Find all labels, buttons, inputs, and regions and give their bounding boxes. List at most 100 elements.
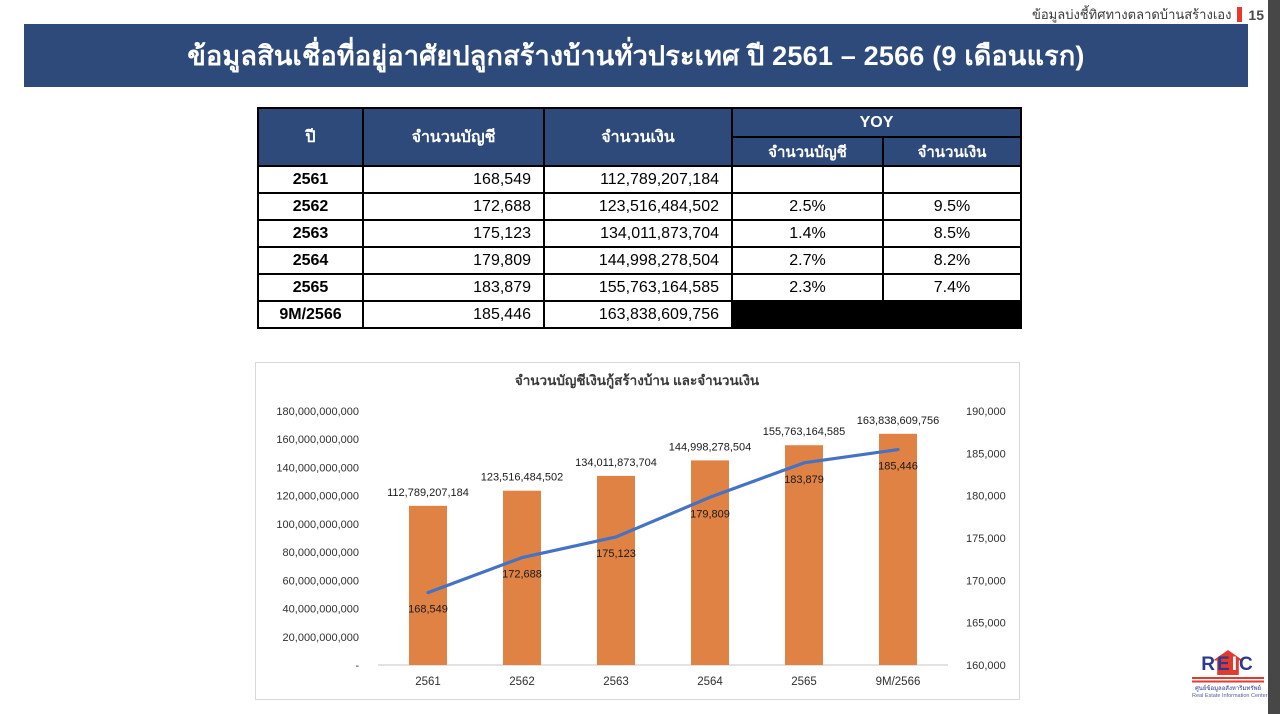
right-axis-tick: 185,000 [966,448,1006,460]
bar-label: 134,011,873,704 [575,457,657,469]
table-cell [881,165,1023,194]
table-cell: 2562 [257,192,364,221]
table-cell: 2563 [257,219,364,248]
table-cell [731,165,884,194]
table-row: 2564 179,809 144,998,278,504 2.7% 8.2% [257,246,1023,275]
col-header-yoy-amount: จำนวนเงิน [881,136,1023,167]
right-axis-tick: 190,000 [966,406,1006,418]
table-body: 2561 168,549 112,789,207,184 2562 172,688 123… [257,165,1023,329]
x-axis-category: 2565 [791,676,817,688]
table-cell: 185,446 [362,300,545,329]
left-axis-tick: 180,000,000,000 [276,406,359,418]
left-axis-tick: 140,000,000,000 [276,462,359,474]
left-axis-tick: 80,000,000,000 [283,547,359,559]
right-axis-tick: 175,000 [966,533,1006,545]
right-axis-tick: 180,000 [966,491,1006,503]
left-axis-tick: 100,000,000,000 [276,519,359,531]
right-axis-tick: 160,000 [966,660,1006,672]
col-header-year: ปี [257,107,364,167]
table-cell: 2564 [257,246,364,275]
title-banner: ข้อมูลสินเชื่อที่อยู่อาศัยปลูกสร้างบ้านท… [24,24,1248,87]
left-axis-tick: 60,000,000,000 [283,575,359,587]
table-cell: 9M/2566 [257,300,364,329]
table-cell: 163,838,609,756 [543,300,733,329]
reic-logo: REIC ศูนย์ข้อมูลอสังหาริมทรัพย์ Real Est… [1192,650,1268,708]
line-label: 183,879 [784,474,824,486]
bar-label: 112,789,207,184 [387,487,469,499]
x-axis-category: 2562 [509,676,535,688]
table-cell: 7.4% [881,273,1023,302]
table-row: 2565 183,879 155,763,164,585 2.3% 7.4% [257,273,1023,302]
bar-9M/2566 [879,433,917,665]
table-cell: 179,809 [362,246,545,275]
table-cell: 134,011,873,704 [543,219,733,248]
left-axis-tick: 160,000,000,000 [276,434,359,446]
table-cell: 112,789,207,184 [543,165,733,194]
table-row: 9M/2566 185,446 163,838,609,756 [257,300,1023,329]
col-header-accounts: จำนวนบัญชี [362,107,545,167]
table-row: 2562 172,688 123,516,484,502 2.5% 9.5% [257,192,1023,221]
slide-title: ข้อมูลสินเชื่อที่อยู่อาศัยปลูกสร้างบ้านท… [187,41,1085,71]
page-number-marker [1237,7,1243,22]
table-cell: 2.3% [731,273,884,302]
running-header-text: ข้อมูลบ่งชี้ทิศทางตลาดบ้านสร้างเอง [1031,7,1232,22]
bar-label: 163,838,609,756 [857,415,940,427]
left-axis-tick: - [355,660,359,672]
x-axis-category: 9M/2566 [876,676,921,688]
table-cell: 2561 [257,165,364,194]
logo-stripes [1192,677,1264,684]
x-axis-category: 2563 [603,676,629,688]
line-label: 172,688 [502,569,542,581]
logo-thai-text: ศูนย์ข้อมูลอสังหาริมทรัพย์ [1194,686,1262,692]
logo-english-text: Real Estate Information Center [1192,693,1268,699]
x-axis-category: 2564 [697,676,723,688]
line-series [426,447,900,595]
credit-data-table: ปี จำนวนบัญชี จำนวนเงิน YOY จำนวนบัญชี จ… [257,107,1023,329]
table-cell: 168,549 [362,165,545,194]
table-row: 2561 168,549 112,789,207,184 [257,165,1023,194]
table-cell: 175,123 [362,219,545,248]
left-axis-tick: 20,000,000,000 [283,632,359,644]
chart-title: จำนวนบัญชีเงินกู้สร้างบ้าน และจำนวนเงิน [515,373,760,389]
bar-2561 [409,505,447,665]
table-cell: 9.5% [881,192,1023,221]
x-axis-category: 2561 [415,676,441,688]
table-row: 2563 175,123 134,011,873,704 1.4% 8.5% [257,219,1023,248]
table-cell: 2565 [257,273,364,302]
table-cell: 2.7% [731,246,884,275]
table-cell: 123,516,484,502 [543,192,733,221]
table-cell: 8.5% [881,219,1023,248]
col-header-yoy-accounts: จำนวนบัญชี [731,136,884,167]
table-cell: 172,688 [362,192,545,221]
col-header-amount: จำนวนเงิน [543,107,733,167]
left-axis-tick: 120,000,000,000 [276,491,359,503]
bar-label: 123,516,484,502 [481,472,564,484]
running-header: ข้อมูลบ่งชี้ทิศทางตลาดบ้านสร้างเอง 15 [1032,4,1264,25]
line-label: 175,123 [596,548,636,560]
right-axis-tick: 170,000 [966,575,1006,587]
logo-acronym: REIC [1201,654,1255,675]
table-cell: 1.4% [731,219,884,248]
table-cell [730,300,1023,329]
line-label: 185,446 [878,461,918,473]
bar-label: 144,998,278,504 [669,441,752,453]
line-label: 179,809 [690,508,730,520]
right-edge-strip [1268,0,1280,714]
combo-chart: จำนวนบัญชีเงินกู้สร้างบ้าน และจำนวนเงิน -… [276,373,1006,688]
bar-label: 155,763,164,585 [763,426,846,438]
combo-chart-box: จำนวนบัญชีเงินกู้สร้างบ้าน และจำนวนเงิน -… [255,362,1020,700]
table-cell: 155,763,164,585 [543,273,733,302]
table-cell: 8.2% [881,246,1023,275]
page-number: 15 [1248,6,1264,23]
bar-2563 [597,475,635,665]
credit-data-table-wrap: ปี จำนวนบัญชี จำนวนเงิน YOY จำนวนบัญชี จ… [257,107,1023,329]
col-header-yoy-group: YOY [730,107,1023,138]
bar-2565 [785,445,823,665]
line-label: 168,549 [408,604,448,616]
left-axis-tick: 40,000,000,000 [283,604,359,616]
right-axis-tick: 165,000 [966,618,1006,630]
table-cell: 2.5% [731,192,884,221]
bar-2562 [503,490,541,665]
table-cell: 183,879 [362,273,545,302]
